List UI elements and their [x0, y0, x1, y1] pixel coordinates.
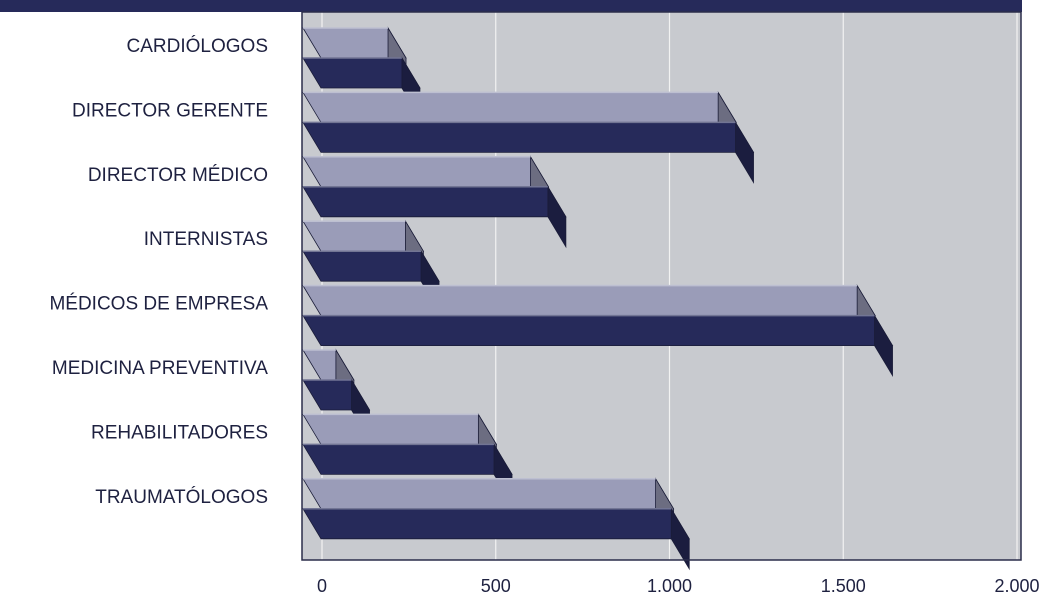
bar-light-1	[302, 26, 407, 90]
x-tick-label: 2.000	[994, 576, 1039, 596]
bar-light-8	[302, 477, 675, 541]
x-tick-labels: 0 500 1.000 1.500 2.000	[317, 576, 1040, 596]
x-tick-label: 1.000	[647, 576, 692, 596]
bar-dark-8	[302, 507, 690, 571]
category-label: CARDIÓLOGOS	[127, 35, 268, 57]
category-label: INTERNISTAS	[144, 229, 268, 250]
bar-dark-5	[302, 314, 894, 378]
category-label: MÉDICOS DE EMPRESA	[49, 294, 268, 315]
bars	[302, 26, 894, 571]
header-band	[0, 0, 1022, 12]
category-label: DIRECTOR GERENTE	[72, 100, 268, 121]
category-label: DIRECTOR MÉDICO	[88, 165, 268, 186]
category-label: TRAUMATÓLOGOS	[95, 486, 268, 508]
x-tick-label: 1.500	[821, 576, 866, 596]
x-tick-label: 500	[481, 576, 511, 596]
plot-frame	[301, 11, 1022, 561]
bar-dark-7	[302, 442, 513, 506]
category-label: MEDICINA PREVENTIVA	[52, 358, 268, 379]
category-labels: CARDIÓLOGOS DIRECTOR GERENTE DIRECTOR MÉDI…	[49, 35, 268, 508]
bar-dark-3	[302, 185, 567, 249]
bar-dark-1	[302, 56, 421, 120]
category-label: REHABILITADORES	[91, 422, 268, 443]
bar-dark-2	[302, 120, 755, 184]
x-tick-label: 0	[317, 576, 327, 596]
